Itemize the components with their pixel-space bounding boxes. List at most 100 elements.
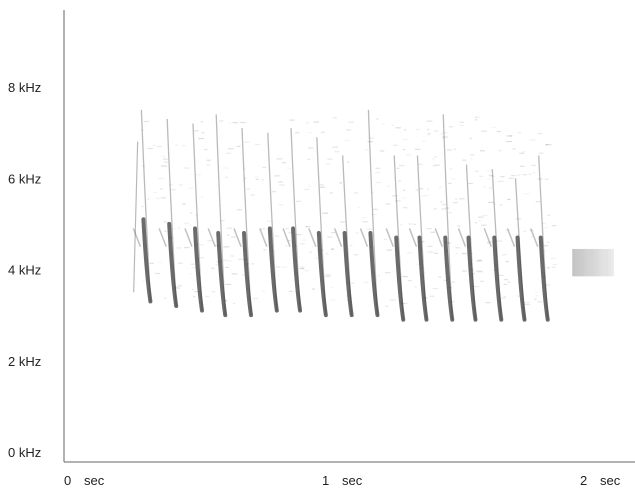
noise-speck [226,260,233,262]
noise-speck [198,137,204,140]
noise-speck [551,225,557,227]
noise-speck [149,262,154,264]
noise-speck [362,217,367,219]
noise-speck [503,283,507,285]
noise-speck [442,137,445,139]
noise-speck [551,266,557,268]
noise-speck [443,279,448,281]
noise-speck [294,132,300,134]
noise-speck [402,275,408,278]
noise-speck [162,221,168,223]
noise-speck [427,132,431,135]
noise-speck [459,121,465,123]
noise-speck [389,299,396,301]
noise-speck [455,247,460,249]
noise-speck [330,299,335,301]
noise-speck [176,247,181,249]
noise-speck [531,164,536,167]
noise-speck [183,247,190,249]
noise-speck [422,140,426,142]
noise-speck [523,302,530,304]
noise-speck [164,297,167,299]
noise-speck [368,137,375,139]
noise-speck [370,213,377,216]
noise-speck [164,161,168,163]
noise-speck [497,180,504,183]
noise-speck [507,198,511,201]
noise-speck [223,246,230,248]
noise-speck [178,227,181,229]
noise-speck [263,249,267,251]
noise-speck [243,168,247,170]
sweep-harmonic [457,228,467,247]
noise-speck [299,267,305,270]
noise-speck [469,154,475,156]
sweep-harmonic [483,228,492,247]
noise-speck [451,301,455,303]
noise-speck [479,175,484,177]
noise-speck [191,267,196,269]
noise-speck [172,189,176,191]
noise-speck [164,230,167,232]
noise-speck [188,187,194,190]
noise-speck [225,283,232,286]
noise-speck [155,197,160,200]
noise-speck [178,262,183,264]
noise-speck [515,218,522,220]
noise-speck [433,208,437,210]
sweep-lower [193,226,204,313]
noise-speck [540,250,547,252]
noise-speck [545,144,548,146]
noise-speck [449,168,453,170]
noise-speck [238,258,242,260]
tick-labels: 0 kHz 2 kHz 4 kHz 6 kHz 8 kHz 0 sec 1 sec 2 sec [8,80,621,488]
noise-speck [155,272,161,275]
noise-speck [153,144,156,147]
noise-speck [331,232,336,234]
noise-speck [372,208,377,210]
tail-mark [578,248,582,277]
noise-speck [391,124,394,126]
noise-speck [477,271,483,273]
x-tick-label: 2 [580,473,587,488]
noise-speck [307,131,313,134]
noise-speck [529,139,536,141]
noise-speck [470,158,473,160]
noise-speck [201,132,205,134]
noise-speck [357,206,361,209]
noise-speck [224,176,228,178]
noise-speck [434,130,439,132]
noise-speck [476,260,481,262]
noise-speck [254,176,259,178]
noise-speck [529,229,535,232]
noise-speck [537,301,543,303]
noise-speck [475,170,479,172]
sweep-lower [417,235,429,322]
noise-speck [524,193,530,195]
noise-speck [330,248,335,250]
noise-speck [319,184,324,186]
noise-speck [385,203,391,205]
noise-speck [230,255,235,257]
noise-speck [488,178,491,180]
tail-mark [596,248,600,277]
noise-speck [211,267,215,269]
noise-speck [375,167,381,169]
noise-speck [190,212,193,214]
noise-speck [182,144,186,147]
noise-speck [507,281,511,283]
noise-speck [307,158,311,160]
tail-mark [575,248,579,277]
noise-speck [430,231,435,233]
y-tick-label: 6 kHz [8,171,41,186]
noise-speck [199,244,204,246]
x-tick-unit: sec [342,473,363,488]
noise-speck [215,264,219,266]
noise-speck [271,190,277,193]
x-tick-unit: sec [600,473,621,488]
noise-speck [160,188,164,190]
noise-speck [511,174,515,177]
noise-speck [523,230,527,232]
noise-speck [183,167,190,169]
noise-speck [320,131,325,133]
